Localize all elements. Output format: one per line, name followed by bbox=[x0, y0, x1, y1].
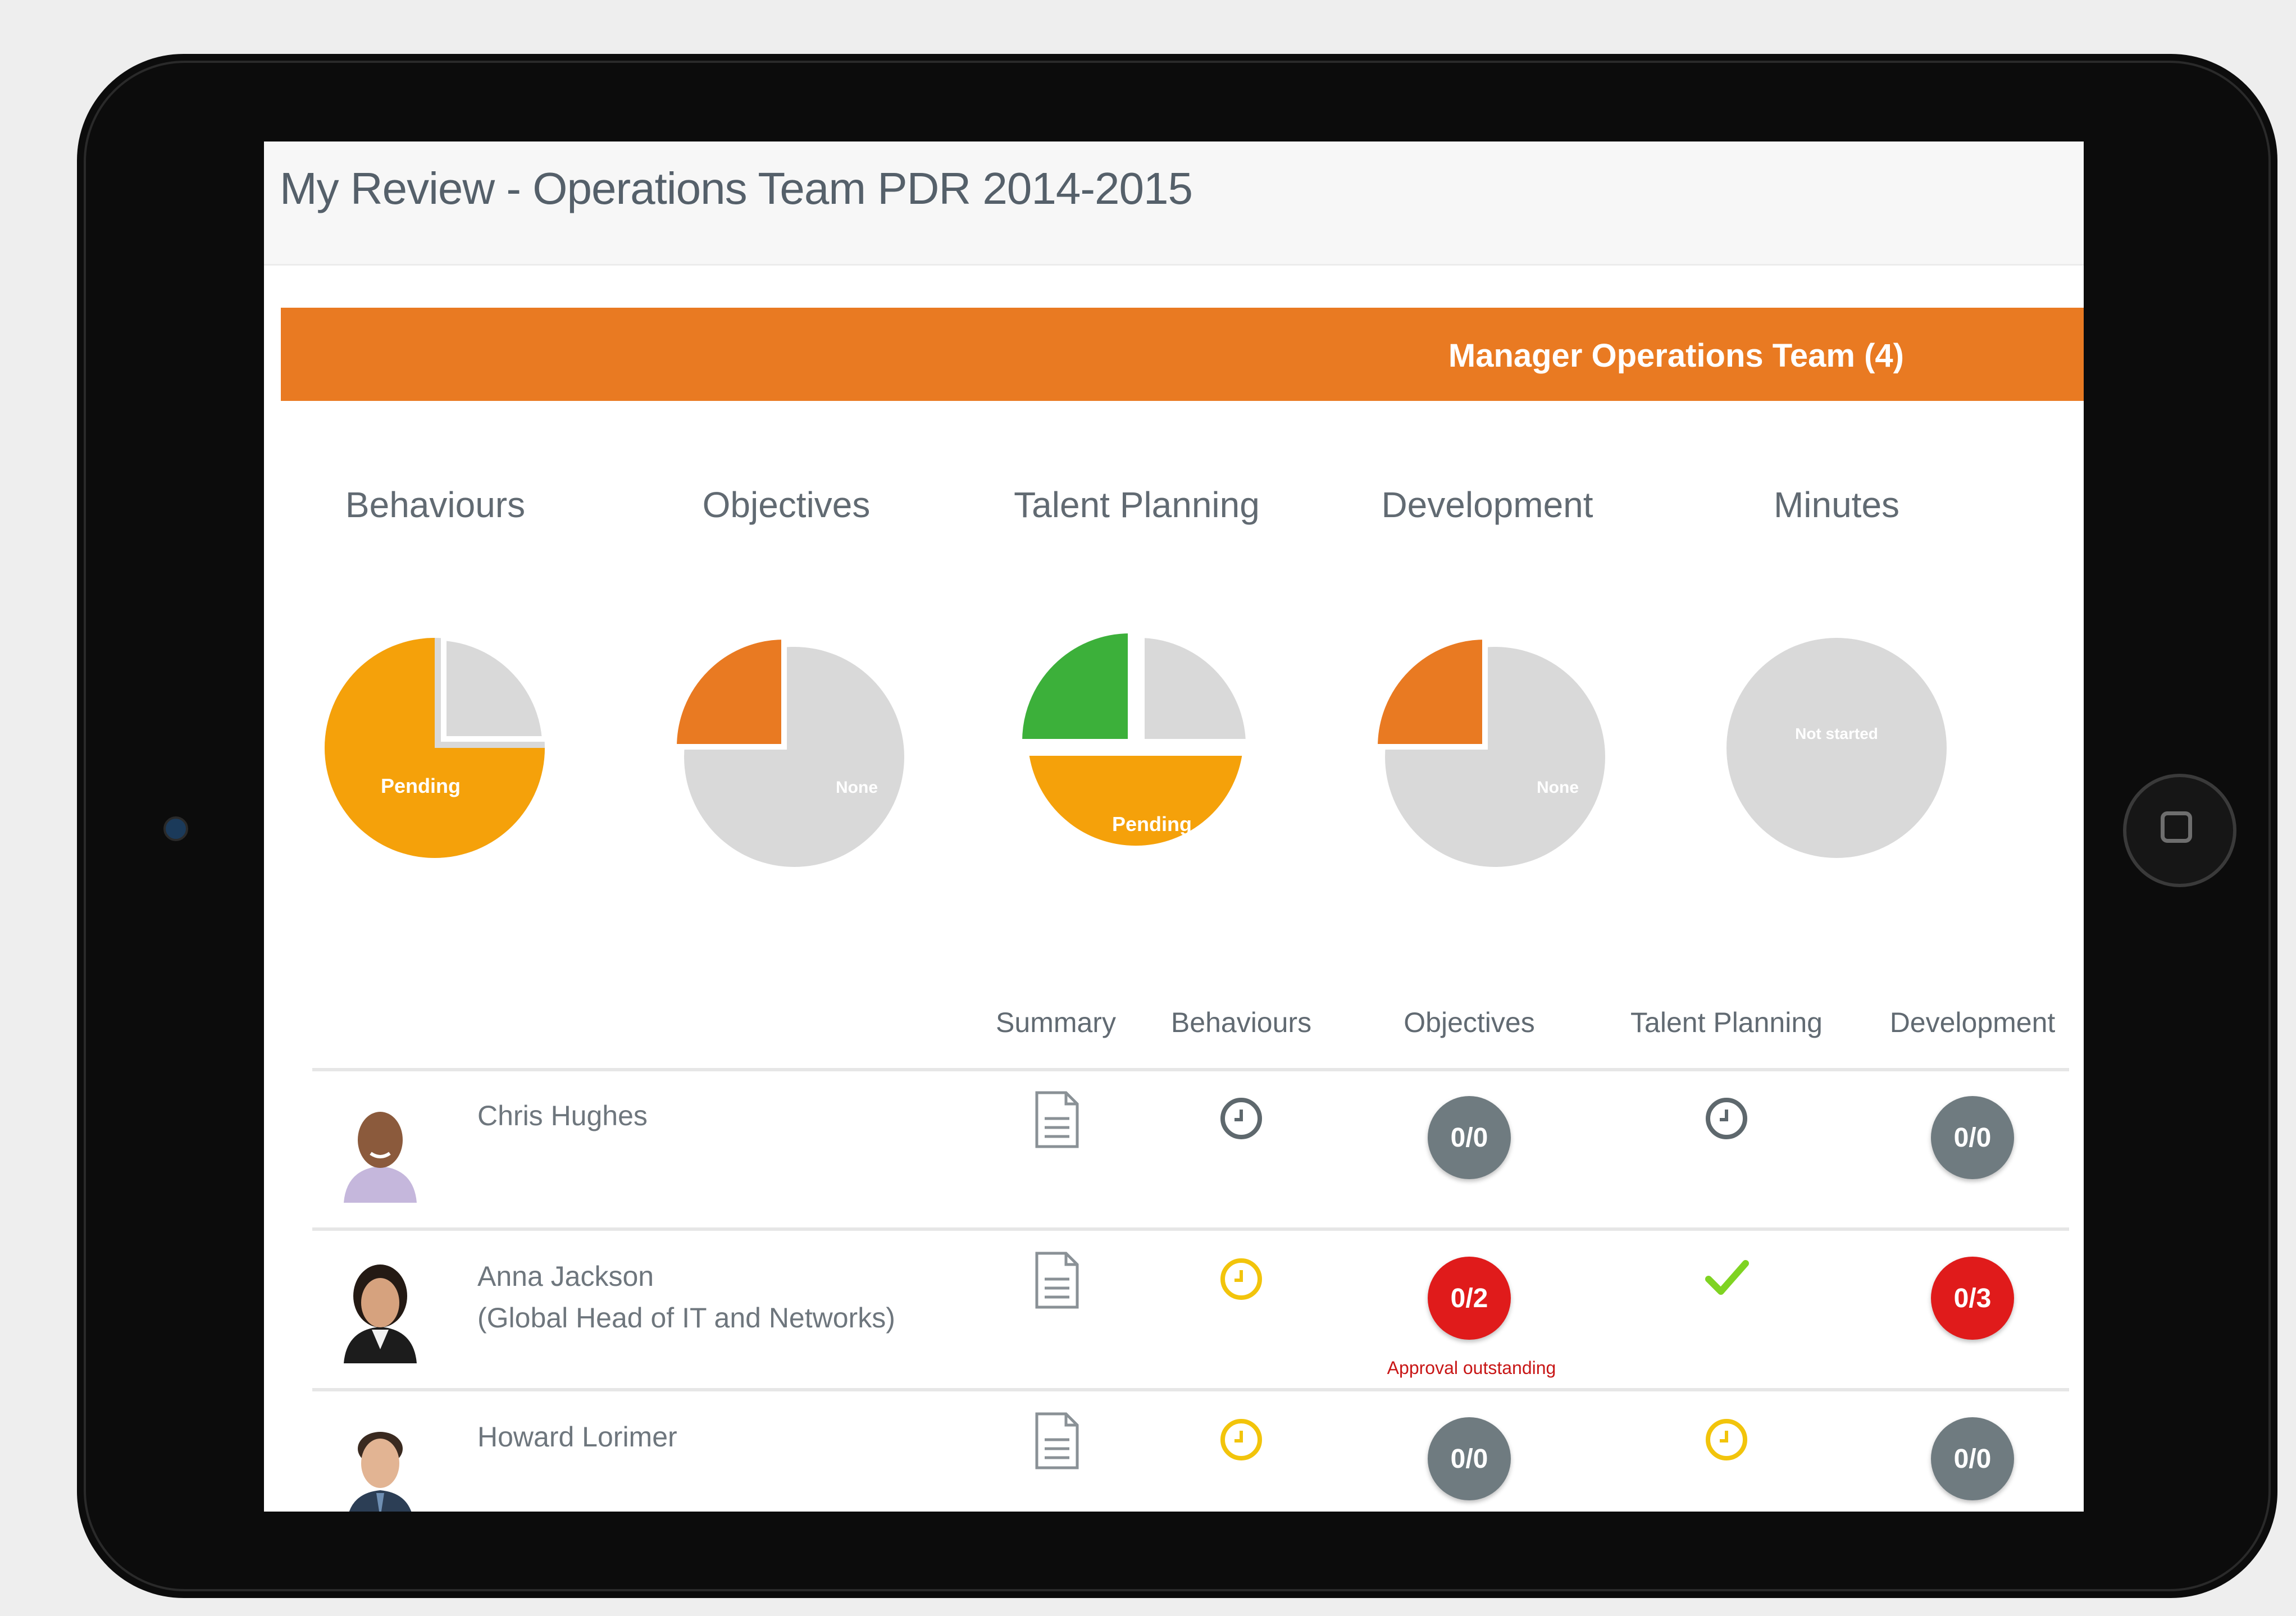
pie-chart-objectives[interactable]: None bbox=[662, 624, 909, 871]
row-divider bbox=[312, 1388, 2069, 1391]
objectives-count-badge[interactable]: 0/0 bbox=[1428, 1096, 1511, 1179]
pie-slice-not-started bbox=[1726, 638, 1947, 858]
document-icon[interactable] bbox=[1033, 1251, 1081, 1309]
pie-slice-overdue bbox=[1372, 633, 1488, 750]
development-count-badge[interactable]: 0/0 bbox=[1931, 1096, 2014, 1179]
employee-name[interactable]: Anna Jackson bbox=[477, 1261, 654, 1292]
row-divider bbox=[312, 1227, 2069, 1231]
pie-chart-minutes[interactable]: Not started bbox=[1713, 624, 1960, 871]
document-icon[interactable] bbox=[1033, 1412, 1081, 1470]
checkmark-icon[interactable] bbox=[1704, 1257, 1749, 1302]
category-title-talent-planning: Talent Planning bbox=[1014, 485, 1260, 525]
pie-slice-overdue bbox=[671, 633, 787, 750]
column-header-talent-planning[interactable]: Talent Planning bbox=[1630, 1007, 1823, 1038]
development-count-badge[interactable]: 0/3 bbox=[1931, 1257, 2014, 1340]
app-screen: My Review - Operations Team PDR 2014-201… bbox=[264, 141, 2084, 1512]
category-title-behaviours: Behaviours bbox=[345, 485, 526, 525]
column-header-summary[interactable]: Summary bbox=[996, 1007, 1116, 1038]
team-bar[interactable]: Manager Operations Team (4) bbox=[281, 308, 2084, 401]
pie-slice-pending bbox=[325, 638, 545, 858]
objectives-count-badge[interactable]: 0/2 bbox=[1428, 1257, 1511, 1340]
category-title-objectives: Objectives bbox=[702, 485, 871, 525]
column-header-behaviours[interactable]: Behaviours bbox=[1170, 1007, 1312, 1038]
home-button[interactable] bbox=[2123, 774, 2236, 887]
title-bar: My Review - Operations Team PDR 2014-201… bbox=[264, 141, 2084, 266]
employee-name[interactable]: Howard Lorimer bbox=[477, 1421, 677, 1453]
pie-label-pending: Pending bbox=[1112, 812, 1192, 836]
objectives-count-badge[interactable]: 0/0 bbox=[1428, 1417, 1511, 1500]
approval-outstanding-note: Approval outstanding bbox=[1387, 1358, 1556, 1378]
ipad-bezel-edge bbox=[84, 61, 2271, 1591]
pie-label-none: None bbox=[1537, 778, 1579, 797]
avatar bbox=[327, 1417, 434, 1512]
pie-label-pending: Pending bbox=[381, 774, 461, 797]
column-header-objectives[interactable]: Objectives bbox=[1404, 1007, 1535, 1038]
pie-label-not-started: Not started bbox=[1795, 725, 1878, 742]
category-title-development: Development bbox=[1381, 485, 1593, 525]
clock-icon[interactable] bbox=[1704, 1417, 1749, 1462]
clock-icon[interactable] bbox=[1219, 1257, 1264, 1302]
pie-chart-development[interactable]: None bbox=[1363, 624, 1610, 871]
pie-slice-pending bbox=[1024, 751, 1247, 851]
clock-icon[interactable] bbox=[1219, 1096, 1264, 1141]
pie-label-none: None bbox=[836, 778, 878, 797]
pie-slice-none-offset bbox=[441, 634, 548, 742]
clock-icon[interactable] bbox=[1219, 1417, 1264, 1462]
clock-icon[interactable] bbox=[1704, 1096, 1749, 1141]
table-row[interactable]: Howard Lorimer 0/0 0/0 bbox=[264, 1406, 2084, 1512]
column-header-development[interactable]: Development bbox=[1889, 1007, 2056, 1038]
pie-slice-complete bbox=[1017, 628, 1132, 743]
employee-name[interactable]: Chris Hughes bbox=[477, 1100, 648, 1131]
table-row[interactable]: Anna Jackson (Global Head of IT and Netw… bbox=[264, 1245, 2084, 1403]
team-label[interactable]: Manager Operations Team (4) bbox=[1448, 337, 1904, 374]
avatar bbox=[327, 1096, 434, 1203]
development-count-badge[interactable]: 0/0 bbox=[1931, 1417, 2014, 1500]
home-square-icon bbox=[2161, 811, 2192, 843]
pie-slice-none bbox=[1140, 633, 1251, 743]
employee-role: (Global Head of IT and Networks) bbox=[477, 1302, 895, 1334]
table-row[interactable]: Chris Hughes 0/0 0/0 bbox=[264, 1085, 2084, 1242]
document-icon[interactable] bbox=[1033, 1090, 1081, 1149]
category-title-minutes: Minutes bbox=[1773, 485, 1900, 525]
pie-chart-talent-planning[interactable]: Pending bbox=[1012, 624, 1259, 871]
table-header-divider bbox=[312, 1068, 2069, 1071]
page-title: My Review - Operations Team PDR 2014-201… bbox=[280, 163, 1193, 213]
pie-chart-behaviours[interactable]: Pending bbox=[311, 624, 558, 871]
camera-icon bbox=[163, 816, 188, 841]
avatar bbox=[327, 1257, 434, 1363]
